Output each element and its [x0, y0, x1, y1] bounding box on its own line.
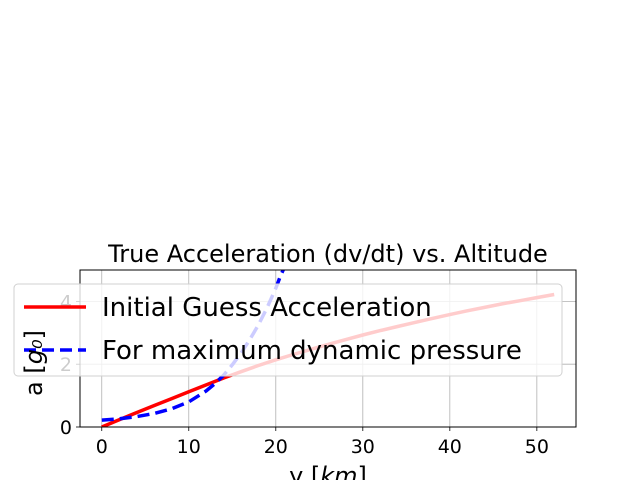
x-tick-label: 30 — [351, 436, 375, 458]
legend: Initial Guess Acceleration For maximum dy… — [13, 283, 563, 377]
x-tick-label: 20 — [264, 436, 288, 458]
chart-title: True Acceleration (dv/dt) vs. Altitude — [107, 240, 548, 268]
x-tick-label: 40 — [438, 436, 462, 458]
x-tick-label: 50 — [525, 436, 549, 458]
legend-box — [13, 283, 563, 377]
legend-label-2: For maximum dynamic pressure — [102, 336, 522, 366]
x-axis-title: y [km] — [289, 462, 367, 480]
x-tick-label: 10 — [177, 436, 201, 458]
x-tick-label: 0 — [96, 436, 108, 458]
legend-label-1: Initial Guess Acceleration — [102, 293, 432, 323]
y-axis-title: a [g₀] — [20, 330, 48, 396]
y-tick-label: 0 — [60, 417, 72, 439]
